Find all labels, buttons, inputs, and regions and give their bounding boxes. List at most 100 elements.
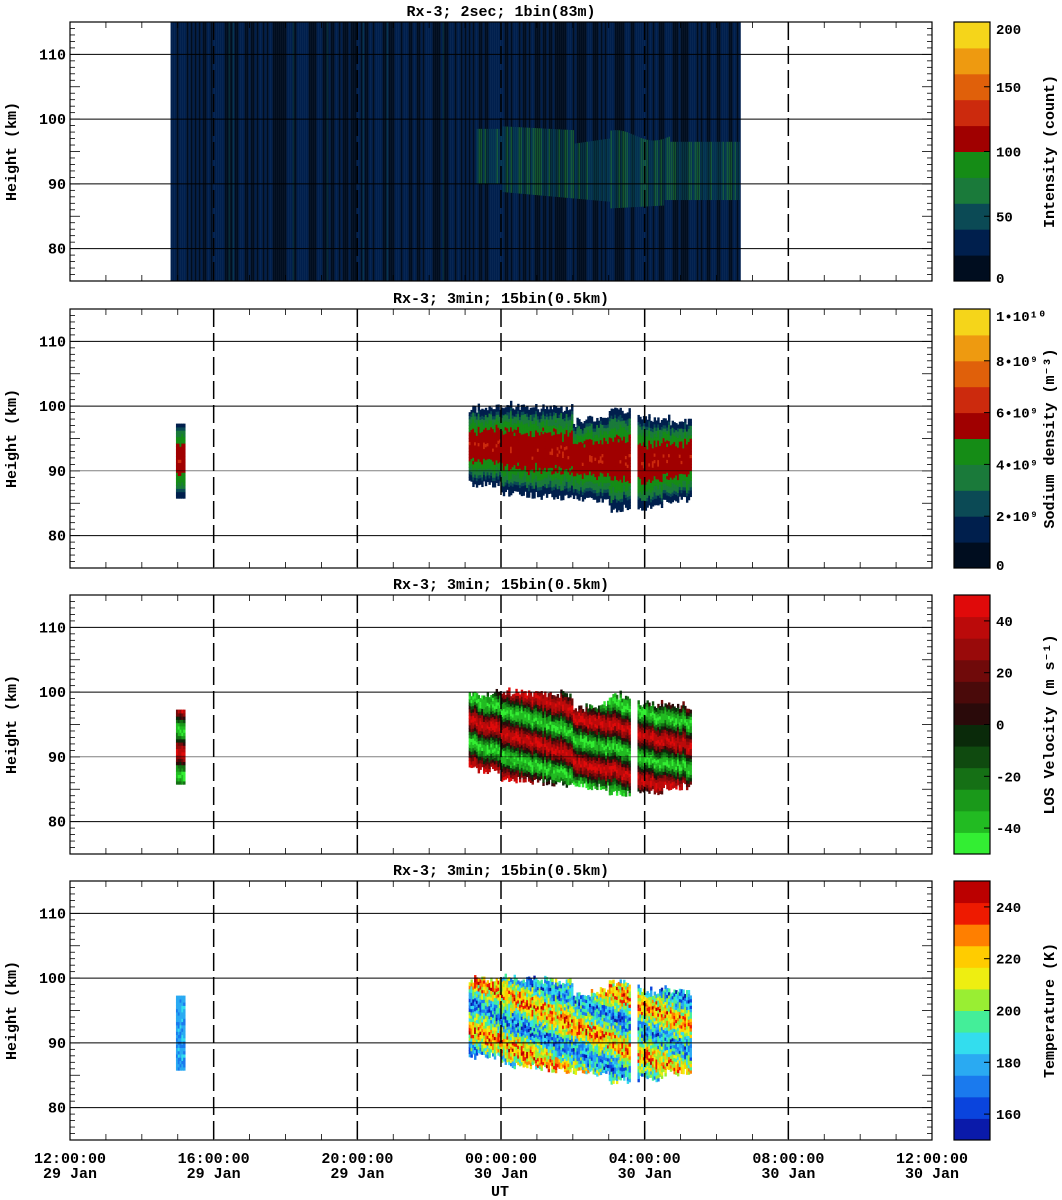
heatmap-cell	[472, 463, 475, 468]
intensity-column	[448, 22, 451, 281]
intensity-layer	[502, 126, 504, 193]
heatmap-cell	[472, 447, 475, 452]
heatmap-cell	[468, 441, 472, 446]
heatmap-cell	[508, 483, 511, 487]
heatmap-cell	[468, 428, 472, 433]
heatmap-cell	[527, 429, 531, 433]
intensity-layer	[630, 133, 632, 208]
heatmap-cell	[558, 485, 561, 490]
intensity-column	[460, 22, 463, 281]
heatmap-cell	[567, 429, 570, 434]
heatmap-cell	[531, 494, 534, 499]
heatmap-cell	[540, 447, 543, 452]
heatmap-cell	[483, 445, 486, 450]
heatmap-cell	[526, 464, 529, 469]
heatmap-cell	[556, 482, 560, 487]
colorbar-swatch	[954, 177, 990, 204]
heatmap-cell	[558, 410, 561, 415]
heatmap-cell	[527, 435, 531, 440]
heatmap-cell	[524, 407, 527, 411]
colorbar-tick-label: 150	[996, 81, 1021, 97]
intensity-column	[178, 22, 181, 281]
heatmap-cell	[513, 412, 516, 417]
heatmap-cell	[558, 472, 561, 477]
heatmap-cell	[177, 452, 181, 457]
heatmap-cell	[569, 432, 572, 436]
heatmap-cell	[492, 464, 495, 469]
heatmap-cell	[472, 411, 475, 416]
heatmap-cell	[529, 482, 533, 487]
intensity-layer	[550, 128, 552, 197]
heatmap-cell	[175, 494, 179, 499]
heatmap-cell	[470, 477, 473, 482]
intensity-layer	[518, 127, 520, 194]
heatmap-cell	[474, 454, 477, 459]
heatmap-cell	[553, 456, 556, 461]
heatmap-cell	[506, 476, 509, 481]
intensity-layer	[582, 142, 584, 200]
heatmap-cell	[553, 495, 556, 500]
heatmap-cell	[545, 477, 549, 482]
heatmap-cell	[558, 459, 561, 464]
heatmap-cell	[484, 411, 488, 415]
heatmap-cell	[470, 452, 473, 456]
heatmap-cell	[518, 432, 522, 437]
heatmap-cell	[567, 419, 570, 424]
intensity-column	[458, 22, 461, 281]
heatmap-cell	[499, 425, 502, 430]
intensity-layer	[592, 140, 594, 201]
heatmap-cell	[506, 482, 509, 487]
heatmap-cell	[515, 448, 518, 453]
heatmap-cell	[470, 429, 473, 434]
heatmap-cell	[563, 485, 567, 490]
heatmap-cell	[504, 410, 507, 415]
heatmap-cell	[556, 407, 560, 412]
heatmap-cell	[484, 407, 488, 412]
heatmap-cell	[563, 472, 567, 477]
heatmap-cell	[509, 426, 513, 431]
heatmap-cell	[540, 486, 543, 491]
heatmap-cell	[488, 451, 491, 456]
heatmap-cell	[529, 411, 533, 415]
intensity-layer	[678, 141, 680, 201]
intensity-column	[282, 22, 285, 281]
intensity-column	[346, 22, 349, 281]
heatmap-cell	[477, 436, 481, 440]
heatmap-cell	[183, 462, 186, 467]
intensity-layer	[672, 141, 674, 201]
heatmap-cell	[533, 478, 536, 483]
heatmap-cell	[177, 446, 181, 451]
heatmap-cell	[569, 470, 572, 475]
intensity-column	[396, 22, 399, 281]
heatmap-cell	[563, 410, 567, 415]
heatmap-cell	[569, 493, 572, 498]
heatmap-cell	[468, 692, 472, 697]
heatmap-cell	[558, 465, 561, 470]
heatmap-cell	[183, 472, 186, 477]
heatmap-cell	[515, 484, 518, 489]
heatmap-cell	[524, 468, 527, 473]
heatmap-cell	[538, 476, 542, 481]
intensity-column	[236, 22, 239, 281]
intensity-column	[316, 22, 319, 281]
heatmap-cell	[486, 452, 490, 457]
heatmap-cells	[175, 400, 692, 513]
intensity-layer	[718, 141, 720, 201]
heatmap-cell	[567, 468, 570, 473]
heatmap-cell	[554, 435, 558, 440]
heatmap-cell	[475, 444, 479, 449]
heatmap-cell	[536, 480, 540, 485]
heatmap-cell	[493, 454, 497, 459]
intensity-stripe	[442, 22, 445, 281]
heatmap-cell	[509, 442, 513, 447]
heatmap-cell	[554, 474, 558, 478]
heatmap-cell	[524, 478, 527, 483]
heatmap-cell	[517, 410, 520, 415]
heatmap-cell	[540, 492, 543, 497]
intensity-column	[310, 22, 313, 281]
intensity-layer	[694, 141, 696, 201]
intensity-layer	[610, 130, 612, 209]
heatmap-cell	[562, 450, 565, 455]
heatmap-cell	[558, 482, 561, 486]
